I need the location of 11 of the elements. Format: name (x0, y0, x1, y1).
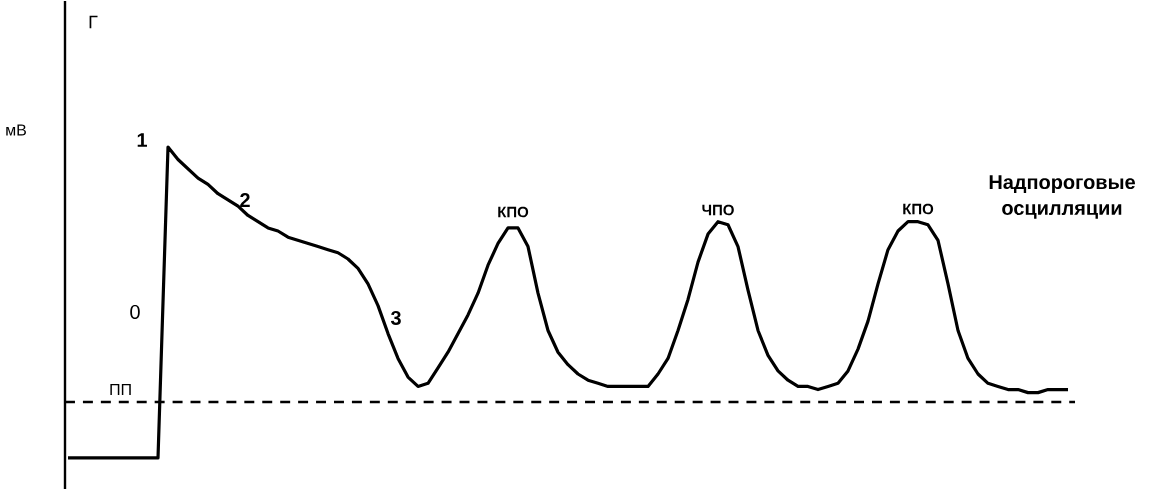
annotation: 3 (390, 310, 401, 326)
annotation: КПО (498, 206, 529, 218)
annotation: 2 (240, 193, 250, 207)
annotation: 0 (130, 304, 140, 320)
annotation: Надпороговые осцилляции (989, 175, 1135, 219)
text: 1 (137, 133, 147, 147)
text: Г (89, 15, 98, 29)
ref-line-label: ПП (110, 383, 131, 395)
annotation: ЧПО (702, 204, 734, 216)
y-axis-title: мВ (6, 124, 26, 136)
annotation: КПО (903, 203, 934, 215)
